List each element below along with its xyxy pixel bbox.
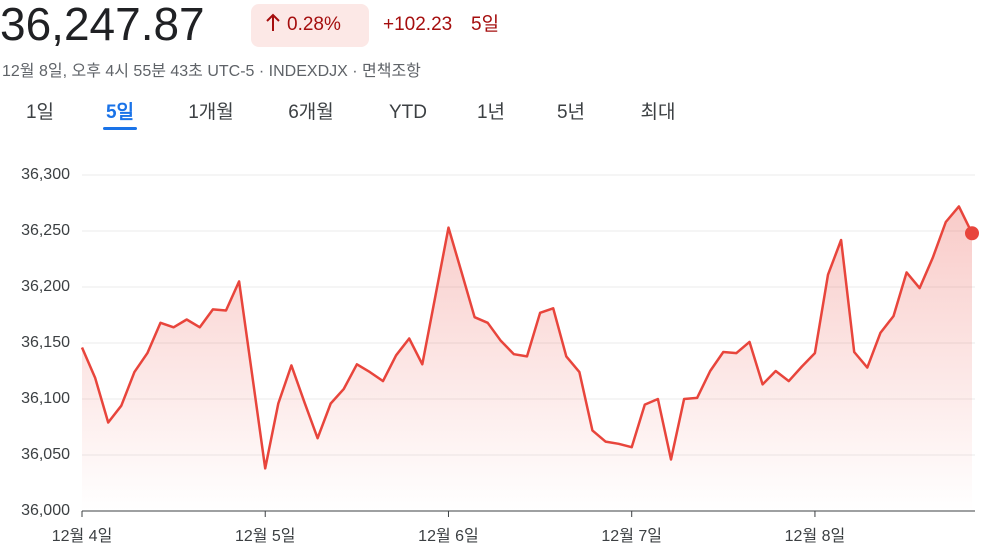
tab[interactable]: 1일 [26,101,54,123]
area-fill [82,206,972,511]
y-tick-label: 36,050 [21,446,70,463]
y-tick-label: 36,300 [21,166,70,183]
tabs: 1일 5일 1개월 6개월 YTD 1년 5년 최대 [26,101,676,130]
tab[interactable]: YTD [389,102,427,123]
up-arrow [266,13,280,31]
price: 36,247.87 [0,0,205,50]
x-tick-label: 12월 4일 [52,527,113,545]
tab[interactable]: 1년 [477,101,505,123]
y-tick-label: 36,200 [21,278,70,295]
chart: 36,000 36,050 36,100 36,150 36,200 36,250 36,3… [21,166,979,545]
y-tick-label: 36,100 [21,390,70,407]
change-pill [251,4,369,47]
x-tick-label: 12월 8일 [785,527,846,545]
tab[interactable]: 1개월 [188,101,234,123]
y-tick-label: 36,250 [21,222,70,239]
change: +102.23 [383,14,452,35]
x-tick-label: 12월 7일 [601,527,662,545]
y-tick-label: 36,150 [21,334,70,351]
change-percent: 0.28% [287,14,341,35]
tab[interactable]: 5일 [106,101,134,123]
y-tick-label: 36,000 [21,502,70,519]
tab[interactable]: 6개월 [288,101,334,123]
last-point [965,226,979,241]
meta: 12월 8일, 오후 4시 55분 43초 UTC-5 · INDEXDJX ·… [2,62,421,80]
tab[interactable]: 5년 [557,101,585,123]
price-line [80,205,974,470]
tab[interactable]: 최대 [641,101,676,123]
period: 5일 [471,13,499,35]
tab-indicator [103,127,137,130]
x-tick-label: 12월 5일 [235,527,296,545]
x-tick-label: 12월 6일 [418,527,479,545]
